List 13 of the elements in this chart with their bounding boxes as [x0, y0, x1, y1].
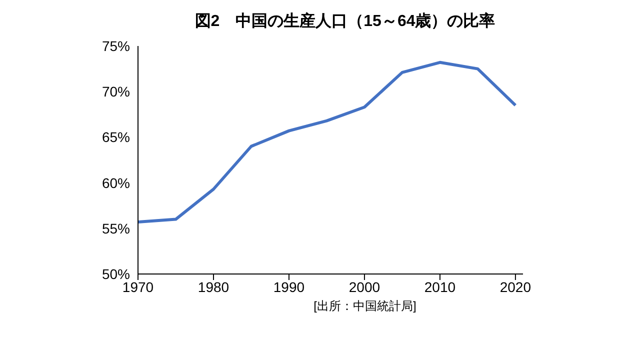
- y-tick-label: 70%: [102, 84, 130, 100]
- x-tick-label: 2000: [348, 278, 380, 295]
- y-tick-label: 60%: [102, 174, 130, 191]
- x-tick-label: 2010: [424, 278, 456, 295]
- y-tick-label: 65%: [102, 129, 130, 146]
- chart-title: 図2 中国の生産人口（15～64歳）の比率: [194, 11, 496, 32]
- y-tick-label: 55%: [102, 220, 130, 236]
- text: [出所：中国統計局]: [312, 298, 418, 315]
- x-tick-label: 1990: [273, 278, 305, 295]
- line-series: [138, 60, 517, 224]
- x-tick-label: 1980: [198, 278, 230, 295]
- y-tick-label: 75%: [102, 38, 130, 54]
- x-tick-label: 2020: [500, 278, 532, 295]
